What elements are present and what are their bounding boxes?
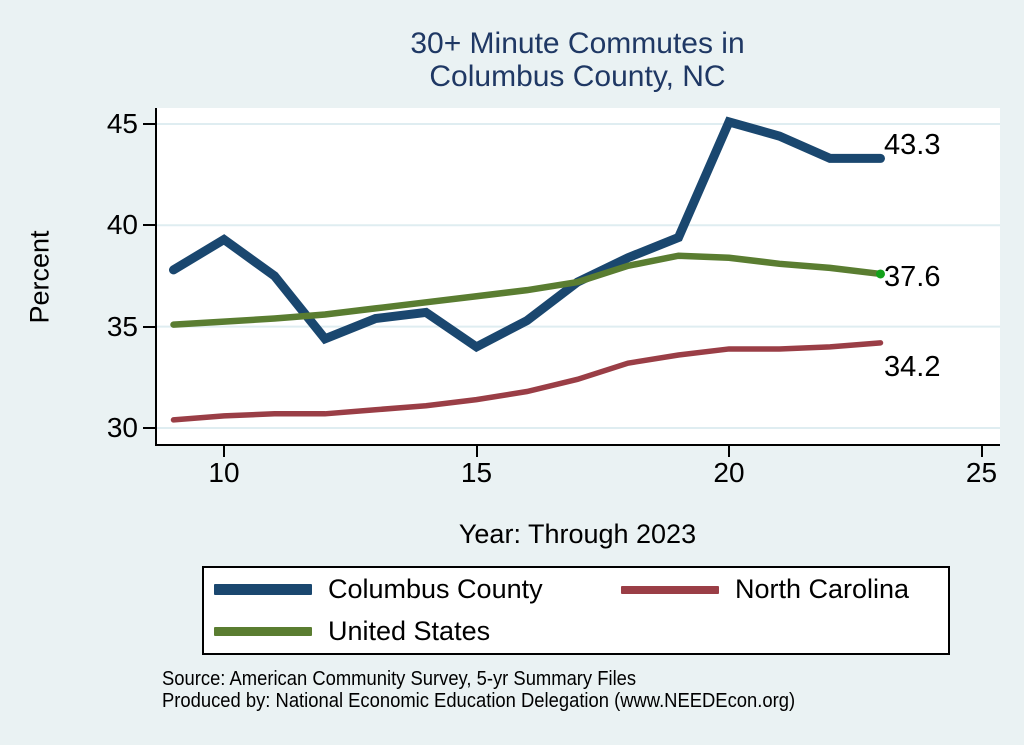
columbus-county-line (169, 116, 885, 353)
legend-label-columbus-county: Columbus County (328, 574, 543, 604)
line-chart (157, 116, 1000, 429)
legend-item-north-carolina: North Carolina (621, 571, 948, 609)
united-states-end-marker (876, 269, 885, 279)
legend-item-columbus-county: Columbus County (214, 571, 621, 609)
x-tick-label-20: 20 (713, 457, 745, 488)
chart-title-line2: Columbus County, NC (429, 60, 726, 93)
y-tick-mark-40 (143, 224, 155, 227)
y-tick-label-35: 35 (106, 310, 138, 342)
north-carolina-end-value-label: 34.2 (884, 350, 941, 383)
y-tick-label-40: 40 (106, 209, 138, 241)
united-states-line (170, 252, 884, 328)
x-tick-label-10: 10 (208, 457, 240, 488)
y-tick-label-45: 45 (106, 107, 138, 139)
source-note: Source: American Community Survey, 5-yr … (162, 668, 795, 712)
columbus-county-line-swatch (214, 584, 312, 595)
columbus-county-end-value-label: 43.3 (884, 129, 941, 162)
y-tick-mark-45 (143, 122, 155, 125)
north-carolina-line (170, 340, 884, 423)
legend-item-united-states: United States (214, 613, 621, 651)
legend-label-north-carolina: North Carolina (735, 574, 910, 604)
x-tick-mark-25 (980, 446, 983, 457)
source-line: Source: American Community Survey, 5-yr … (162, 668, 637, 690)
produced-by-line: Produced by: National Economic Education… (162, 690, 796, 712)
legend: Columbus County North Carolina United St… (202, 566, 950, 655)
legend-label-united-states: United States (328, 616, 491, 646)
y-axis-title: Percent (24, 230, 55, 324)
x-tick-mark-15 (475, 446, 478, 457)
x-tick-label-15: 15 (460, 457, 493, 488)
x-tick-label-25: 25 (965, 457, 998, 488)
north-carolina-line-swatch (621, 585, 719, 594)
x-tick-mark-20 (728, 446, 730, 457)
chart-title-line1: 30+ Minute Commutes in (410, 27, 745, 60)
chart-title: 30+ Minute Commutes in Columbus County, … (155, 27, 1000, 93)
united-states-line-swatch (214, 627, 312, 636)
y-tick-label-30: 30 (106, 412, 138, 443)
united-states-end-value-label: 37.6 (884, 260, 941, 293)
y-tick-mark-35 (143, 325, 155, 328)
x-axis-title: Year: Through 2023 (458, 519, 697, 549)
x-tick-mark-10 (223, 446, 225, 457)
y-tick-mark-30 (143, 427, 155, 429)
plot-area (155, 108, 1000, 446)
